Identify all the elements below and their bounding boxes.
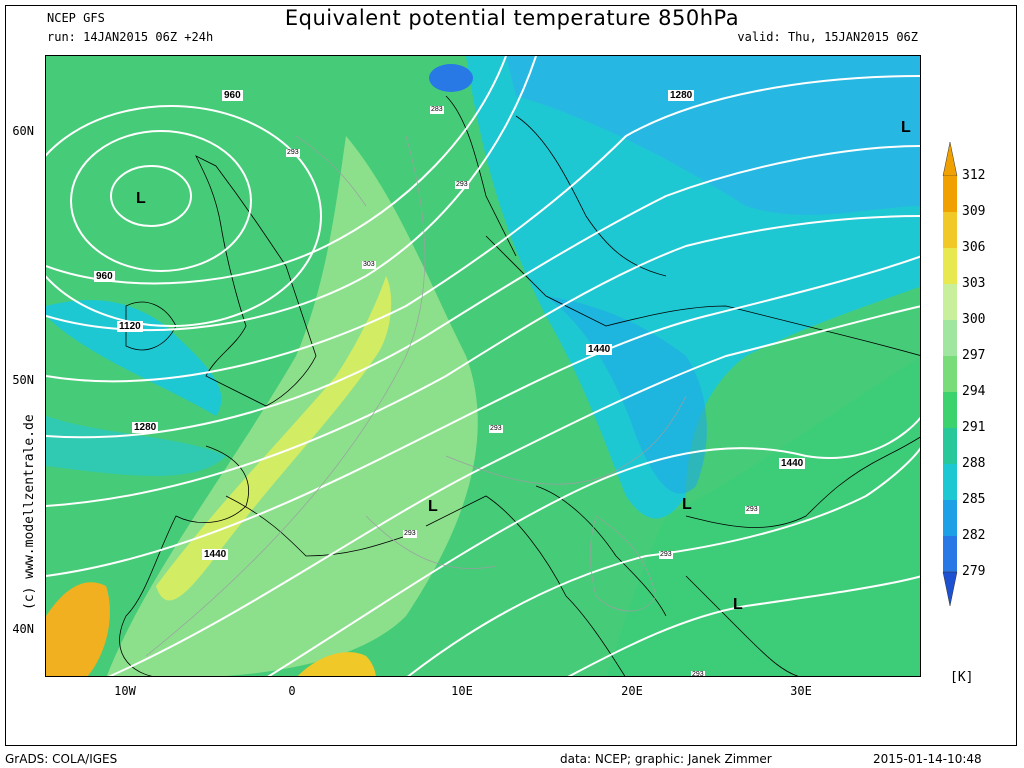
colorbar-tick-label: 312 <box>962 168 986 183</box>
colorbar-bottom-arrow <box>942 571 958 607</box>
page-title: Equivalent potential temperature 850hPa <box>284 6 740 30</box>
colorbar-segment <box>943 176 957 212</box>
colorbar-tick-label: 306 <box>962 240 986 255</box>
lon-label: 30E <box>790 684 812 698</box>
geopotential-label: 1440 <box>586 344 613 355</box>
theta-e-label: 293 <box>455 181 469 189</box>
valid-time: valid: Thu, 15JAN2015 06Z <box>737 30 918 44</box>
field-cold-west <box>46 300 222 416</box>
geopotential-label: 1440 <box>779 458 806 469</box>
low-pressure-label: L <box>901 119 911 136</box>
colorbar-unit: [K] <box>950 670 974 685</box>
theta-e-label: 293 <box>286 149 300 157</box>
geopotential-label: 1280 <box>668 90 695 101</box>
colorbar-segment <box>943 356 957 392</box>
colorbar-tick-label: 288 <box>962 456 986 471</box>
colorbar-tick-label: 294 <box>962 384 986 399</box>
colorbar-top-arrow <box>942 141 958 177</box>
colorbar-tick-label: 309 <box>962 204 986 219</box>
map-field <box>46 56 920 676</box>
low-pressure-label: L <box>428 498 438 515</box>
lon-label: 20E <box>621 684 643 698</box>
colorbar-segment <box>943 464 957 500</box>
credit-text: (c) www.modellzentrale.de <box>22 414 37 610</box>
low-pressure-label: L <box>136 190 146 207</box>
geopotential-label: 960 <box>94 271 115 282</box>
footer-center: data: NCEP; graphic: Janek Zimmer <box>560 752 772 766</box>
colorbar-segment <box>943 248 957 284</box>
field-colder-ne <box>506 56 920 215</box>
colorbar-tick-label: 285 <box>962 492 986 507</box>
lon-label: 10E <box>451 684 473 698</box>
lon-label: 0 <box>288 684 296 698</box>
colorbar-segment <box>943 284 957 320</box>
field-green-east <box>606 357 920 676</box>
theta-e-label: 293 <box>403 530 417 538</box>
colorbar-tick-label: 300 <box>962 312 986 327</box>
low-pressure-label: L <box>682 496 692 513</box>
lon-label: 10W <box>114 684 136 698</box>
theta-e-label: 293 <box>659 551 673 559</box>
figure-frame <box>5 5 1017 746</box>
lat-label: 50N <box>12 373 34 387</box>
colorbar-tick-label: 282 <box>962 528 986 543</box>
field-coldest-norway <box>429 64 473 92</box>
field-warm-conveyor <box>156 276 392 601</box>
low-pressure-label: L <box>733 596 743 613</box>
geopotential-label: 960 <box>222 90 243 101</box>
colorbar-tick-label: 303 <box>962 276 986 291</box>
colorbar-segment <box>943 536 957 572</box>
colorbar-segment <box>943 320 957 356</box>
footer-right: 2015-01-14-10:48 <box>873 752 982 766</box>
theta-e-label: 293 <box>745 506 759 514</box>
geopotential-contours <box>46 56 920 676</box>
colorbar-tick-label: 279 <box>962 564 986 579</box>
colorbar-segment <box>943 428 957 464</box>
theta-e-contours <box>145 135 687 657</box>
theta-e-label: 293 <box>691 671 705 677</box>
colorbar-tick-label: 297 <box>962 348 986 363</box>
colorbar <box>942 141 958 607</box>
field-cold-tongue <box>546 296 707 494</box>
lat-label: 40N <box>12 622 34 636</box>
model-name: NCEP GFS <box>47 11 105 25</box>
footer-left: GrADS: COLA/IGES <box>5 752 118 766</box>
field-cold-west2 <box>46 416 226 476</box>
theta-e-label: 303 <box>362 261 376 269</box>
geopotential-label: 1440 <box>202 549 229 560</box>
colorbar-segment <box>943 500 957 536</box>
theta-e-label: 293 <box>489 425 503 433</box>
theta-e-label: 283 <box>430 106 444 114</box>
colorbar-tick-label: 291 <box>962 420 986 435</box>
geopotential-label: 1280 <box>132 422 159 433</box>
run-time: run: 14JAN2015 06Z +24h <box>47 30 214 44</box>
field-hot-iberia <box>46 582 110 676</box>
lat-label: 60N <box>12 124 34 138</box>
colorbar-segment <box>943 212 957 248</box>
weather-map: L L L L L 960 960 1120 1280 1280 1440 14… <box>45 55 921 677</box>
geopotential-label: 1120 <box>117 321 143 332</box>
field-hot-africa <box>298 652 376 676</box>
colorbar-segment <box>943 392 957 428</box>
